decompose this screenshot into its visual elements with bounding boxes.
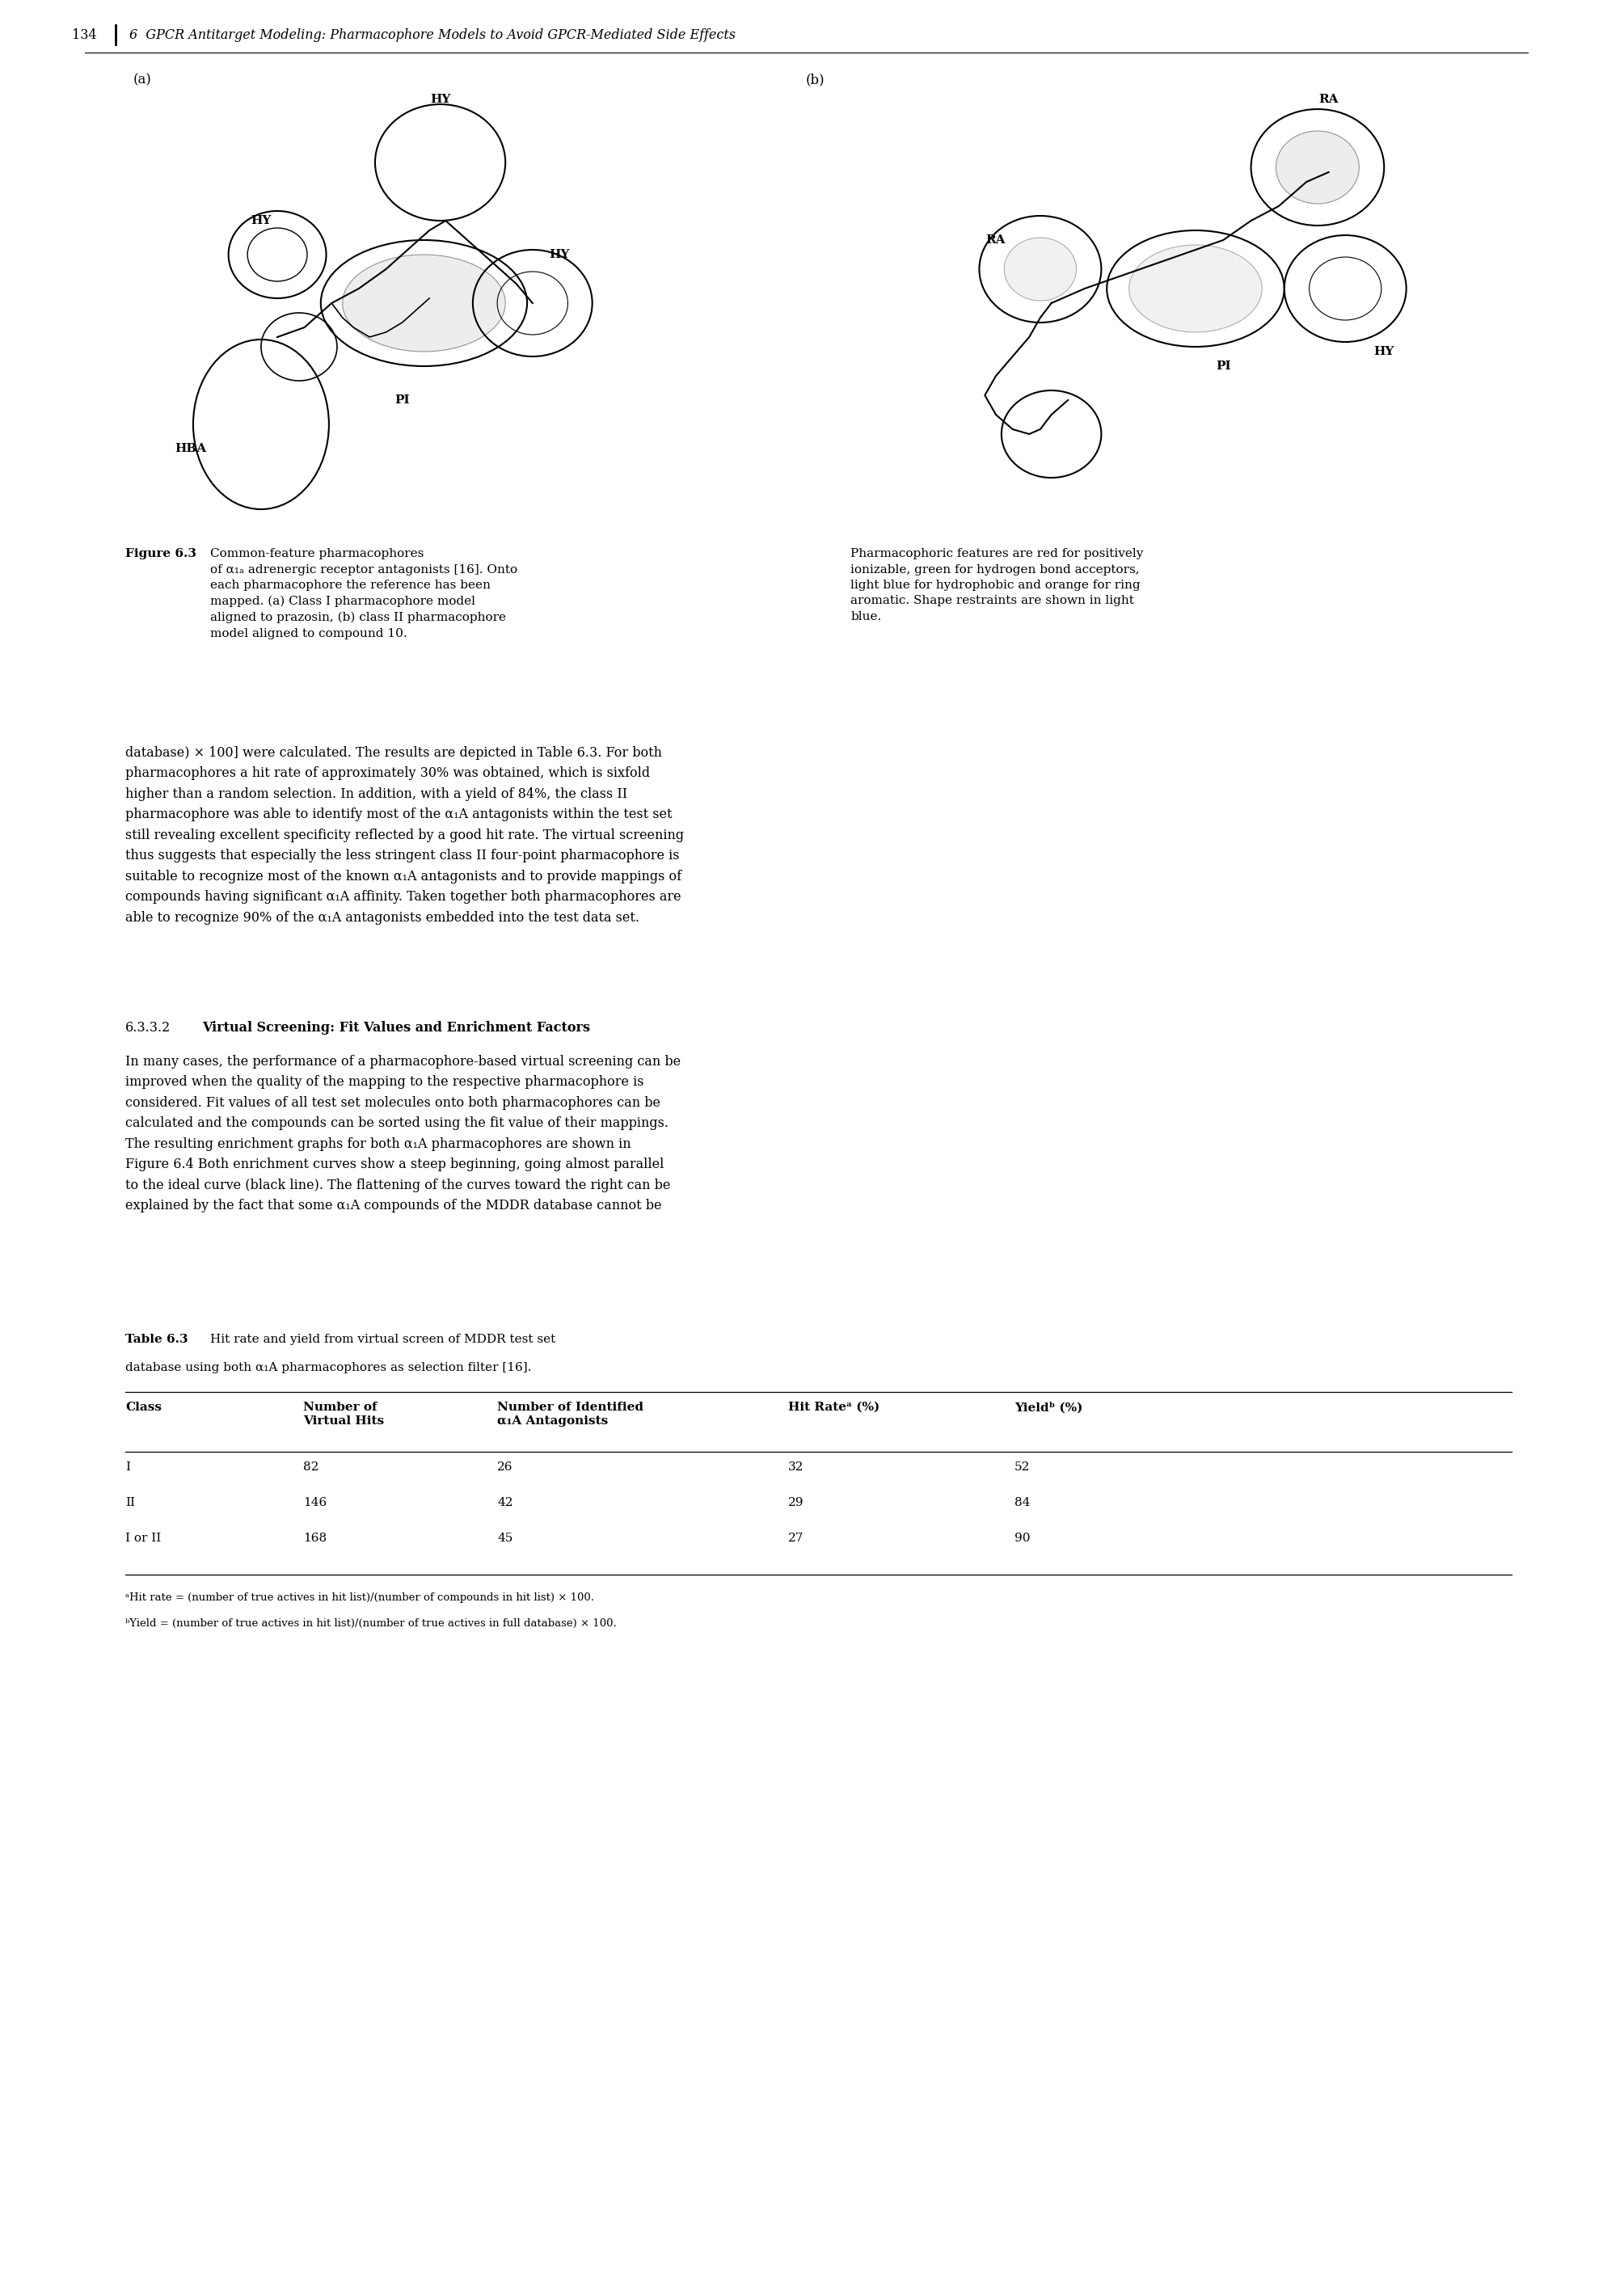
- Text: Yieldᵇ (%): Yieldᵇ (%): [1015, 1401, 1083, 1413]
- Text: 82: 82: [304, 1461, 318, 1472]
- Text: Hit rate and yield from virtual screen of MDDR test set: Hit rate and yield from virtual screen o…: [209, 1333, 555, 1344]
- Text: I or II: I or II: [125, 1532, 161, 1543]
- Text: HY: HY: [250, 215, 271, 227]
- Text: 27: 27: [788, 1532, 804, 1543]
- Text: RA: RA: [986, 234, 1005, 245]
- Text: HBA: HBA: [175, 442, 206, 453]
- Text: 32: 32: [788, 1461, 804, 1472]
- Text: (a): (a): [133, 73, 153, 87]
- Text: 6  GPCR Antitarget Modeling: Pharmacophore Models to Avoid GPCR-Mediated Side Ef: 6 GPCR Antitarget Modeling: Pharmacophor…: [130, 27, 736, 41]
- Text: 146: 146: [304, 1498, 326, 1509]
- Ellipse shape: [1129, 245, 1262, 332]
- Circle shape: [1276, 131, 1359, 204]
- Text: Class: Class: [125, 1401, 162, 1413]
- Text: HY: HY: [549, 250, 570, 261]
- Text: RA: RA: [1319, 94, 1338, 105]
- Text: Virtual Screening: Fit Values and Enrichment Factors: Virtual Screening: Fit Values and Enrich…: [201, 1021, 590, 1035]
- Text: (b): (b): [806, 73, 825, 87]
- Text: 42: 42: [497, 1498, 513, 1509]
- Text: Figure 6.3: Figure 6.3: [125, 547, 197, 559]
- Text: HY: HY: [1374, 346, 1395, 357]
- Text: PI: PI: [395, 394, 409, 405]
- Text: Pharmacophoric features are red for positively
ionizable, green for hydrogen bon: Pharmacophoric features are red for posi…: [851, 547, 1143, 623]
- Text: Hit Rateᵃ (%): Hit Rateᵃ (%): [788, 1401, 880, 1413]
- Text: database using both α₁A pharmacophores as selection filter [16].: database using both α₁A pharmacophores a…: [125, 1363, 531, 1374]
- Circle shape: [1004, 238, 1077, 300]
- Text: 90: 90: [1015, 1532, 1030, 1543]
- Text: 84: 84: [1015, 1498, 1030, 1509]
- Text: Table 6.3: Table 6.3: [125, 1333, 188, 1344]
- Ellipse shape: [343, 254, 505, 353]
- Text: Number of Identified
α₁A Antagonists: Number of Identified α₁A Antagonists: [497, 1401, 643, 1427]
- Text: ᵃHit rate = (number of true actives in hit list)/(number of compounds in hit lis: ᵃHit rate = (number of true actives in h…: [125, 1592, 594, 1603]
- Text: Common-feature pharmacophores
of α₁ₐ adrenergic receptor antagonists [16]. Onto
: Common-feature pharmacophores of α₁ₐ adr…: [209, 547, 518, 639]
- Text: 29: 29: [788, 1498, 804, 1509]
- Text: II: II: [125, 1498, 135, 1509]
- Text: 26: 26: [497, 1461, 513, 1472]
- Text: 134: 134: [71, 27, 97, 41]
- Text: PI: PI: [1216, 360, 1231, 371]
- Text: 45: 45: [497, 1532, 513, 1543]
- Text: 6.3.3.2: 6.3.3.2: [125, 1021, 171, 1035]
- Text: 168: 168: [304, 1532, 326, 1543]
- Text: database) × 100] were calculated. The results are depicted in Table 6.3. For bot: database) × 100] were calculated. The re…: [125, 747, 684, 925]
- Text: I: I: [125, 1461, 130, 1472]
- Text: Number of
Virtual Hits: Number of Virtual Hits: [304, 1401, 383, 1427]
- Text: In many cases, the performance of a pharmacophore-based virtual screening can be: In many cases, the performance of a phar…: [125, 1056, 680, 1214]
- Text: ᵇYield = (number of true actives in hit list)/(number of true actives in full da: ᵇYield = (number of true actives in hit …: [125, 1619, 617, 1628]
- Text: 52: 52: [1015, 1461, 1030, 1472]
- Text: HY: HY: [430, 94, 450, 105]
